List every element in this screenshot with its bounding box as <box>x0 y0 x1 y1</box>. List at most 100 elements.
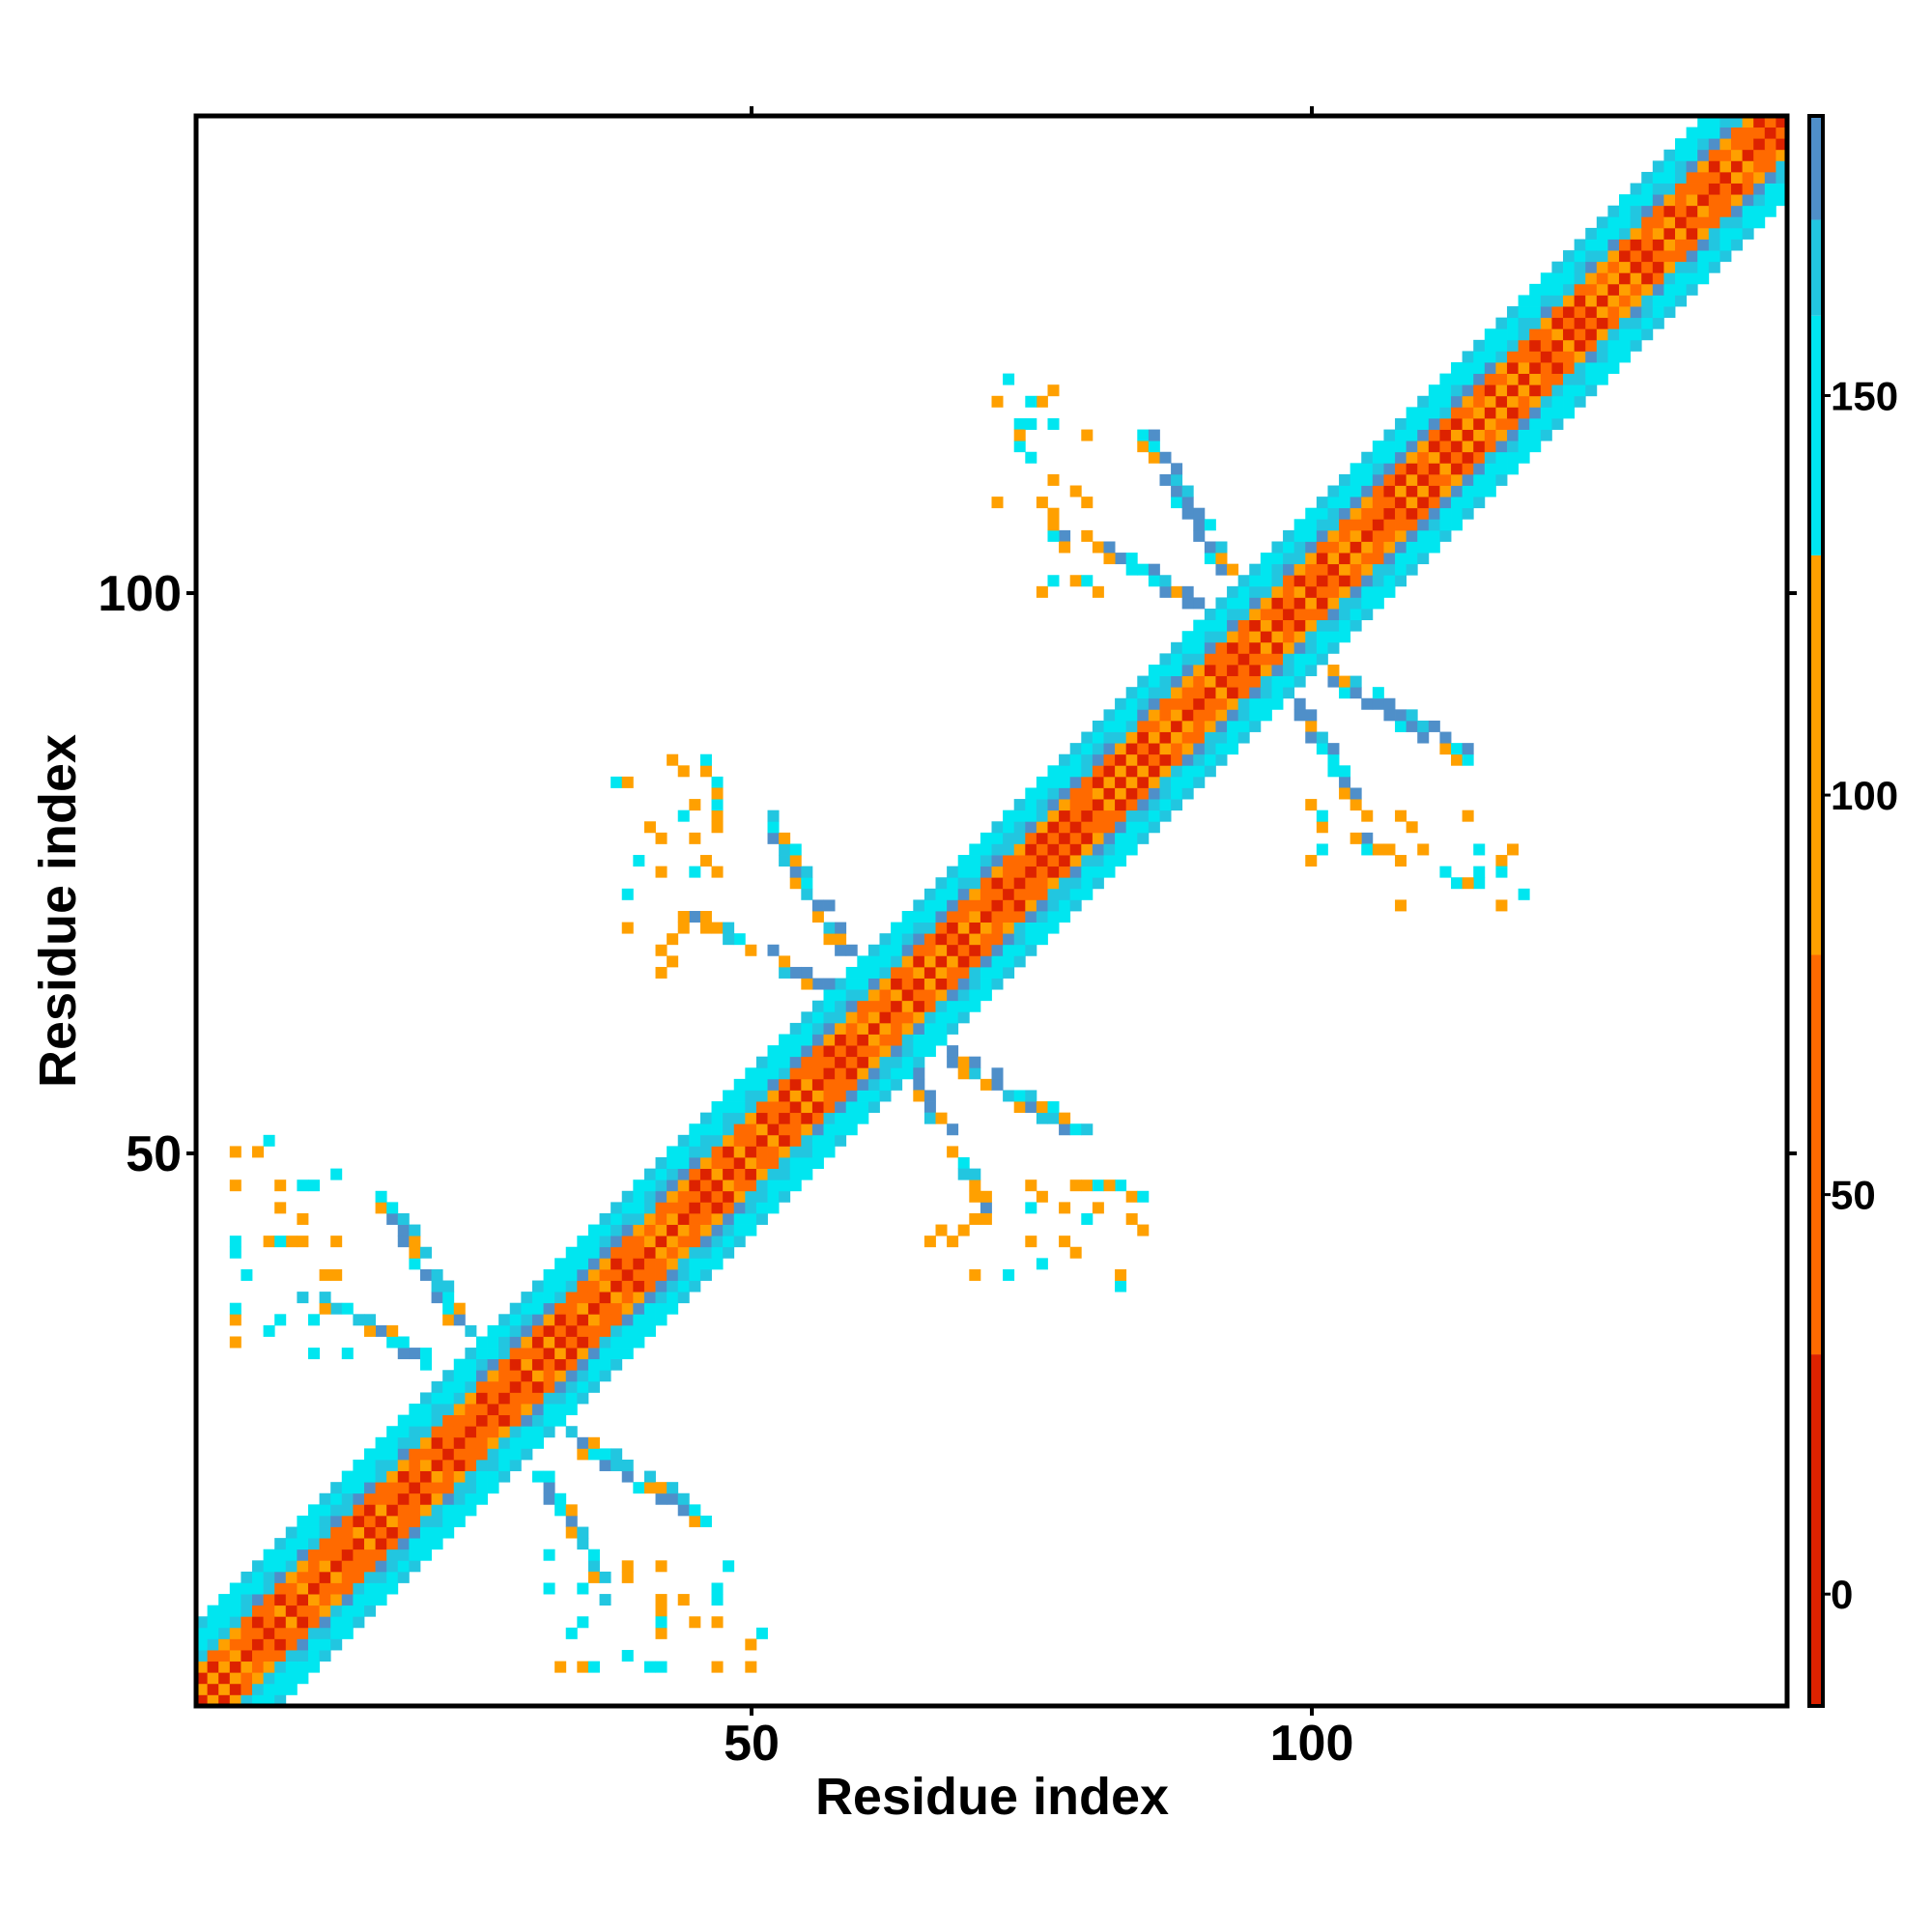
heatmap-cell <box>1249 563 1262 576</box>
heatmap-cell <box>935 922 948 934</box>
heatmap-cell <box>409 1246 421 1259</box>
heatmap-cell <box>1350 463 1362 475</box>
heatmap-cell <box>577 1526 589 1539</box>
heatmap-cell <box>923 922 936 934</box>
heatmap-cell <box>1529 395 1542 408</box>
heatmap-cell <box>901 1034 914 1046</box>
heatmap-cell <box>1484 440 1496 453</box>
heatmap-cell <box>1697 261 1710 273</box>
heatmap-cell <box>857 1101 869 1114</box>
heatmap-cell <box>587 1370 600 1382</box>
heatmap-cell <box>1361 519 1374 531</box>
heatmap-cell <box>1675 283 1688 296</box>
heatmap-cell <box>755 1212 768 1225</box>
heatmap-cell <box>1451 384 1463 397</box>
heatmap-cell <box>677 1492 690 1505</box>
heatmap-cell <box>1361 563 1374 576</box>
heatmap-cell <box>375 1548 387 1561</box>
heatmap-cell <box>1518 362 1530 374</box>
heatmap-cell <box>723 922 735 934</box>
heatmap-cell <box>1383 541 1396 554</box>
heatmap-cell <box>1484 328 1496 341</box>
heatmap-cell <box>577 1436 589 1449</box>
heatmap-cell <box>1125 563 1138 576</box>
heatmap-cell <box>587 1661 600 1673</box>
heatmap-cell <box>1350 497 1362 509</box>
heatmap-cell <box>823 1067 836 1080</box>
heatmap-cell <box>1484 451 1496 464</box>
heatmap-cell <box>1215 743 1228 755</box>
heatmap-cell <box>1293 675 1306 688</box>
heatmap-cell <box>1171 664 1183 676</box>
heatmap-cell <box>1428 395 1440 408</box>
heatmap-cell <box>543 1482 555 1494</box>
heatmap-cell <box>1237 675 1250 688</box>
heatmap-cell <box>229 1650 242 1662</box>
heatmap-cell <box>341 1526 354 1539</box>
heatmap-cell <box>1462 753 1474 766</box>
heatmap-cell <box>1047 417 1060 430</box>
heatmap-cell <box>1305 519 1318 531</box>
heatmap-cell <box>1495 451 1508 464</box>
heatmap-cell <box>667 1146 679 1158</box>
heatmap-cell <box>655 1482 668 1494</box>
heatmap-cell <box>409 1538 421 1550</box>
heatmap-cell <box>1215 753 1228 766</box>
heatmap-cell <box>1551 362 1564 374</box>
heatmap-cell <box>611 1292 623 1304</box>
heatmap-cell <box>587 1560 600 1573</box>
heatmap-cell <box>923 1101 936 1114</box>
heatmap-cell <box>1193 743 1206 755</box>
heatmap-cell <box>1742 171 1754 184</box>
heatmap-cell <box>353 1560 365 1573</box>
heatmap-cell <box>263 1560 275 1573</box>
heatmap-cell <box>957 866 970 878</box>
heatmap-cell <box>1652 183 1664 195</box>
heatmap-cell <box>811 899 824 912</box>
heatmap-cell <box>1283 609 1295 621</box>
heatmap-cell <box>611 1324 623 1337</box>
heatmap-cell <box>1237 653 1250 666</box>
colorbar-tick-label: 100 <box>1831 773 1898 818</box>
heatmap-cell <box>1507 463 1520 475</box>
heatmap-cell <box>1551 306 1564 319</box>
heatmap-cell <box>1417 720 1430 732</box>
heatmap-cell <box>723 1090 735 1102</box>
heatmap-cell <box>386 1560 399 1573</box>
heatmap-cell <box>1293 575 1306 587</box>
heatmap-cell <box>196 1616 208 1629</box>
heatmap-cell <box>711 1168 724 1180</box>
heatmap-cell <box>397 1459 410 1471</box>
heatmap-cell <box>1047 911 1060 923</box>
heatmap-cell <box>689 1268 701 1281</box>
heatmap-cell <box>1115 776 1127 788</box>
heatmap-cell <box>767 1168 780 1180</box>
heatmap-cell <box>207 1627 219 1639</box>
heatmap-cell <box>1619 328 1632 341</box>
heatmap-cell <box>1473 473 1486 486</box>
heatmap-cell <box>543 1414 555 1427</box>
heatmap-cell <box>330 1571 343 1583</box>
heatmap-cell <box>1630 317 1642 329</box>
heatmap-cell <box>991 395 1004 408</box>
heatmap-cell <box>1708 239 1720 251</box>
heatmap-cell <box>1439 429 1452 441</box>
heatmap-cell <box>251 1560 264 1573</box>
heatmap-cell <box>677 1594 690 1606</box>
heatmap-cell <box>835 1067 847 1080</box>
heatmap-cell <box>341 1348 354 1360</box>
heatmap-cell <box>319 1268 331 1281</box>
heatmap-cell <box>1047 765 1060 778</box>
heatmap-cell <box>1339 765 1351 778</box>
heatmap-cell <box>811 1112 824 1124</box>
heatmap-cell <box>1406 440 1418 453</box>
heatmap-cell <box>1406 519 1418 531</box>
heatmap-cell <box>711 810 724 822</box>
heatmap-cell <box>475 1404 488 1416</box>
heatmap-cell <box>319 1594 331 1606</box>
heatmap-cell <box>1596 239 1608 251</box>
heatmap-cell <box>1092 585 1104 598</box>
heatmap-cell <box>891 955 903 968</box>
heatmap-cell <box>475 1482 488 1494</box>
heatmap-cell <box>487 1482 499 1494</box>
